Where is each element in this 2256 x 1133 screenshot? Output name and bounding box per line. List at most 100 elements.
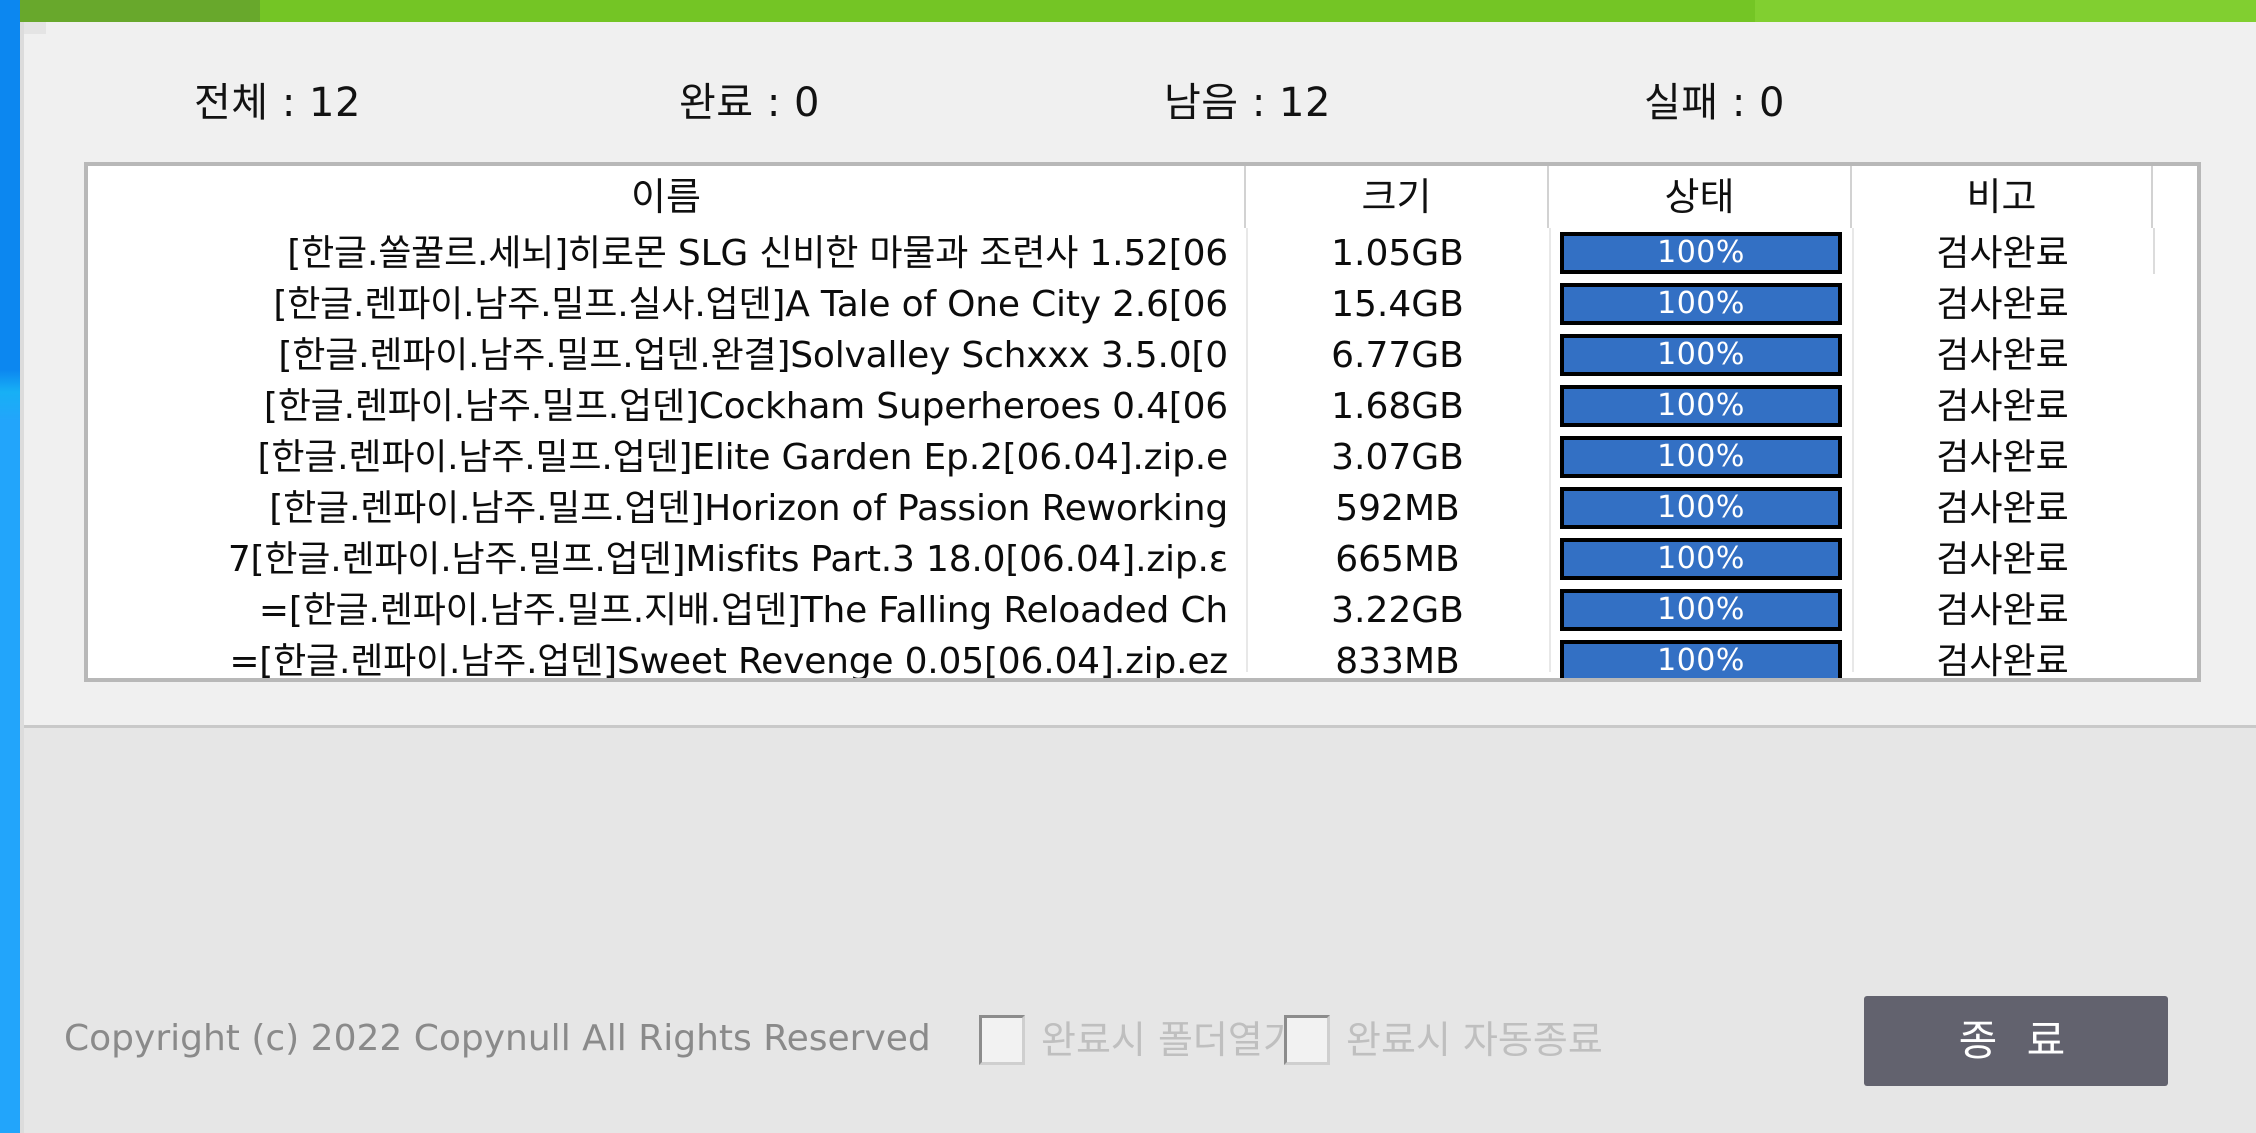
column-header-status[interactable]: 상태 [1549,166,1852,228]
table-row[interactable]: =[한글.렌파이.남주.밀프.지배.업덴]The Falling Reloade… [88,585,2197,636]
progress-bar-fill [1564,338,1838,372]
progress-bar-label: 100% [1657,643,1745,678]
progress-bar-label: 100% [1657,286,1745,321]
cell-file-name: =[한글.렌파이.남주.밀프.지배.업덴]The Falling Reloade… [258,590,1228,631]
cell-status: 100% [1549,330,1852,381]
window-left-seam [20,0,24,1133]
file-list-view[interactable]: 이름 크기 상태 비고 [한글.쏠꿀르.세뇌]히로몬 SLG 신비한 마물과 조… [84,162,2201,682]
download-dialog: 전체 : 12 완료 : 0 남음 : 12 실패 : 0 이름 크기 상태 비… [24,22,2256,1133]
progress-bar: 100% [1560,283,1842,325]
progress-bar-fill [1564,236,1838,270]
cell-file-size: 15.4GB [1331,284,1464,325]
table-row[interactable]: [한글.렌파이.남주.밀프.업덴.완결]Solvalley Schxxx 3.5… [88,330,2197,381]
progress-bar-label: 100% [1657,235,1745,270]
cell-note: 검사완료 [1936,335,2069,376]
cell-file-size: 6.77GB [1331,335,1464,376]
column-header-size[interactable]: 크기 [1246,166,1549,228]
table-row[interactable]: =[한글.렌파이.남주.업덴]Sweet Revenge 0.05[06.04]… [88,636,2197,678]
progress-bar: 100% [1560,385,1842,427]
cell-note: 검사완료 [1936,233,2069,274]
progress-bar: 100% [1560,334,1842,376]
cell-status: 100% [1549,228,1852,279]
column-divider-3 [1852,228,1854,672]
cell-note: 검사완료 [1936,386,2069,427]
stat-completed: 완료 : 0 [679,80,820,126]
title-bar-segment-right [1755,0,2256,22]
table-row[interactable]: [한글.렌파이.남주.밀프.실사.업덴]A Tale of One City 2… [88,279,2197,330]
stat-failed: 실패 : 0 [1644,80,1785,126]
cell-status: 100% [1549,636,1852,678]
cell-file-name: [한글.렌파이.남주.밀프.실사.업덴]A Tale of One City 2… [273,284,1228,325]
progress-bar-label: 100% [1657,541,1745,576]
cell-file-size: 1.05GB [1331,233,1464,274]
stat-remaining: 남음 : 12 [1164,80,1331,126]
cell-file-size: 3.07GB [1331,437,1464,478]
checkbox-box-icon[interactable] [979,1015,1025,1065]
checkbox-box-icon[interactable] [1284,1015,1330,1065]
column-divider-2 [1549,228,1551,672]
cell-status: 100% [1549,432,1852,483]
title-bar-segment-left [20,0,260,22]
cell-file-name: =[한글.렌파이.남주.업덴]Sweet Revenge 0.05[06.04]… [229,641,1228,678]
progress-bar: 100% [1560,232,1842,274]
dialog-corner-notch [24,22,46,34]
progress-bar: 100% [1560,436,1842,478]
cell-file-size: 833MB [1335,641,1460,678]
cell-note: 검사완료 [1936,539,2069,580]
progress-bar-label: 100% [1657,388,1745,423]
table-row[interactable]: [한글.쏠꿀르.세뇌]히로몬 SLG 신비한 마물과 조련사 1.52[06 1.… [88,228,2197,279]
progress-bar-fill [1564,440,1838,474]
cell-note: 검사완료 [1936,284,2069,325]
progress-bar-fill [1564,644,1838,678]
table-row[interactable]: [한글.렌파이.남주.밀프.업덴]Cockham Superheroes 0.4… [88,381,2197,432]
progress-bar-label: 100% [1657,337,1745,372]
stat-total: 전체 : 12 [194,80,361,126]
cell-file-name: [한글.렌파이.남주.밀프.업덴]Elite Garden Ep.2[06.04… [257,437,1228,478]
progress-bar: 100% [1560,589,1842,631]
column-divider-1 [1246,228,1248,672]
file-list-body: [한글.쏠꿀르.세뇌]히로몬 SLG 신비한 마물과 조련사 1.52[06 1.… [88,228,2197,678]
progress-bar: 100% [1560,487,1842,529]
progress-bar-label: 100% [1657,592,1745,627]
table-row[interactable]: 7[한글.렌파이.남주.밀프.업덴]Misfits Part.3 18.0[06… [88,534,2197,585]
cell-status: 100% [1549,585,1852,636]
progress-bar-label: 100% [1657,439,1745,474]
cell-file-size: 1.68GB [1331,386,1464,427]
cell-file-name: [한글.렌파이.남주.밀프.업덴]Horizon of Passion Rewo… [269,488,1228,529]
progress-bar-label: 100% [1657,490,1745,525]
progress-bar-fill [1564,542,1838,576]
cell-file-name: [한글.쏠꿀르.세뇌]히로몬 SLG 신비한 마물과 조련사 1.52[06 [287,233,1228,274]
desktop-left-edge-strip [0,0,20,1133]
checkbox-open-folder-label: 완료시 폴더열기 [1041,1018,1298,1062]
progress-bar-fill [1564,389,1838,423]
cell-status: 100% [1549,381,1852,432]
column-header-filler [2153,166,2197,228]
column-header-note[interactable]: 비고 [1852,166,2153,228]
column-divider-4 [2153,228,2155,274]
summary-stats-row: 전체 : 12 완료 : 0 남음 : 12 실패 : 0 [24,70,2174,126]
cell-file-size: 3.22GB [1331,590,1464,631]
table-row[interactable]: [한글.렌파이.남주.밀프.업덴]Elite Garden Ep.2[06.04… [88,432,2197,483]
cell-file-size: 592MB [1335,488,1460,529]
cell-note: 검사완료 [1936,590,2069,631]
cell-file-name: 7[한글.렌파이.남주.밀프.업덴]Misfits Part.3 18.0[06… [227,539,1228,580]
cell-file-size: 665MB [1335,539,1460,580]
cell-status: 100% [1549,279,1852,330]
column-header-name[interactable]: 이름 [88,166,1246,228]
checkbox-auto-exit-label: 완료시 자동종료 [1346,1018,1603,1062]
file-list-header-row: 이름 크기 상태 비고 [88,166,2197,228]
cell-status: 100% [1549,534,1852,585]
cell-note: 검사완료 [1936,488,2069,529]
exit-button[interactable]: 종 료 [1864,996,2168,1086]
cell-file-name: [한글.렌파이.남주.밀프.업덴.완결]Solvalley Schxxx 3.5… [278,335,1228,376]
cell-status: 100% [1549,483,1852,534]
dialog-footer: Copyright (c) 2022 Copynull All Rights R… [24,725,2256,1133]
table-row[interactable]: [한글.렌파이.남주.밀프.업덴]Horizon of Passion Rewo… [88,483,2197,534]
progress-bar-fill [1564,287,1838,321]
cell-note: 검사완료 [1936,641,2069,678]
cell-note: 검사완료 [1936,437,2069,478]
title-bar-segment-middle [260,0,1755,22]
progress-bar: 100% [1560,640,1842,678]
cell-file-name: [한글.렌파이.남주.밀프.업덴]Cockham Superheroes 0.4… [263,386,1228,427]
